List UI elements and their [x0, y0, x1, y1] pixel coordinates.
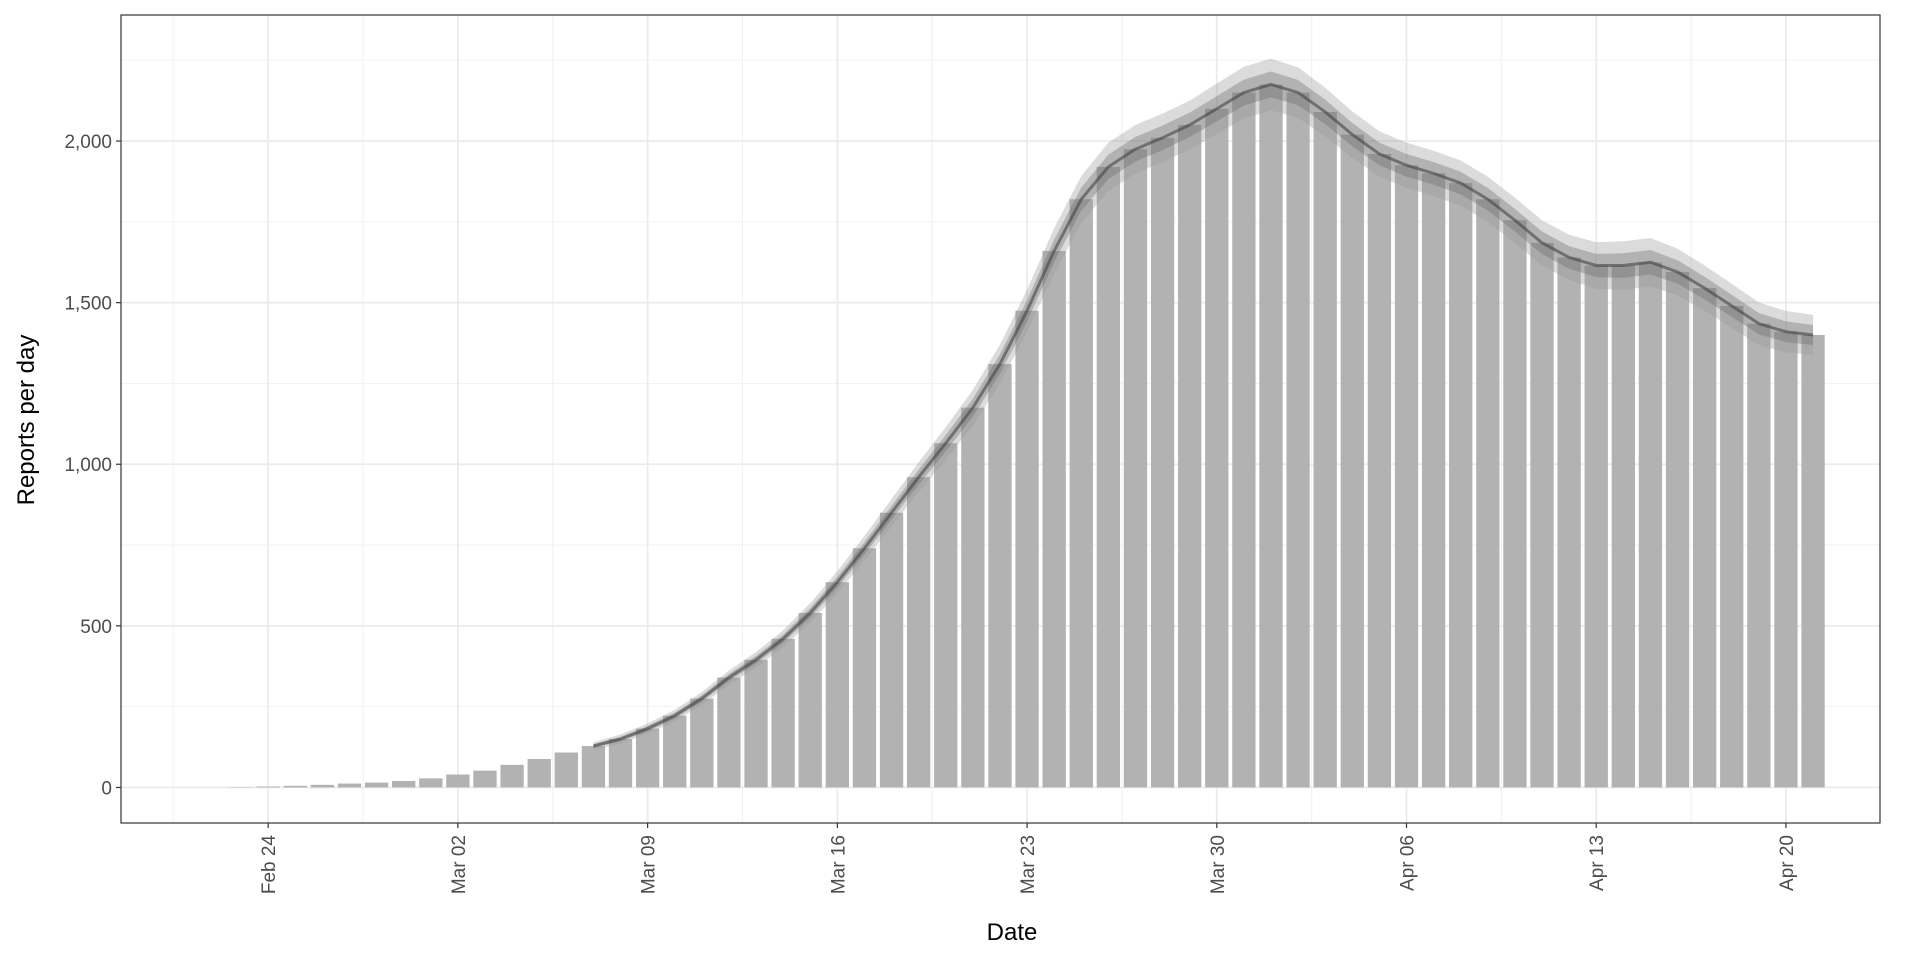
bar	[1150, 137, 1175, 788]
bar	[771, 638, 795, 788]
bar	[1421, 173, 1446, 788]
bar	[608, 738, 633, 788]
bar	[364, 782, 389, 788]
bar	[337, 783, 362, 788]
y-tick-label: 1,000	[64, 455, 112, 476]
x-tick-label: Mar 23	[1018, 835, 1039, 894]
bar	[635, 728, 660, 788]
bar	[392, 780, 416, 788]
x-tick-label: Mar 16	[828, 835, 849, 894]
x-tick-label: Mar 30	[1208, 835, 1229, 894]
bar	[1340, 134, 1364, 788]
bar	[1313, 111, 1337, 788]
bar	[1530, 242, 1554, 788]
bar	[1123, 149, 1148, 788]
bar	[1096, 166, 1121, 788]
panel-border	[120, 14, 1881, 824]
bar	[798, 612, 822, 788]
y-axis-title: Reports per day	[13, 335, 40, 506]
bar	[1449, 183, 1473, 788]
y-tick-label: 500	[80, 617, 112, 638]
median-line	[593, 82, 1814, 748]
bar	[500, 764, 524, 788]
bar	[446, 774, 470, 788]
bar	[1692, 288, 1717, 788]
bar	[554, 752, 578, 788]
bar	[1720, 305, 1744, 788]
bar	[310, 784, 335, 788]
bar	[1774, 331, 1798, 788]
bar	[1611, 265, 1635, 788]
bar	[852, 548, 877, 788]
y-tick-label: 2,000	[64, 132, 112, 153]
bar	[283, 785, 307, 788]
bar	[744, 659, 768, 788]
bar	[690, 698, 714, 788]
bar	[879, 512, 904, 788]
x-tick-label: Feb 24	[259, 835, 280, 895]
bar	[1747, 323, 1771, 788]
x-tick-label: Mar 02	[449, 835, 470, 894]
bar	[1638, 262, 1663, 788]
bar	[1503, 220, 1527, 788]
bar	[717, 677, 741, 788]
bar	[934, 443, 958, 788]
bar	[419, 778, 443, 788]
bar	[1665, 271, 1690, 788]
ribbon	[593, 58, 1814, 750]
x-tick-label: Apr 13	[1587, 835, 1608, 891]
bar	[1015, 310, 1039, 788]
y-tick-label: 1,500	[64, 294, 112, 315]
bar	[1069, 199, 1093, 788]
bar	[1205, 108, 1229, 788]
bar	[1178, 124, 1202, 788]
bar	[1584, 265, 1608, 788]
bar	[1259, 84, 1283, 788]
bar	[1394, 165, 1419, 788]
bar	[906, 477, 931, 788]
bar	[1286, 92, 1310, 788]
x-tick-label: Apr 20	[1777, 835, 1798, 891]
bar	[988, 364, 1012, 788]
bar	[581, 746, 606, 788]
bar	[1367, 153, 1392, 788]
x-axis-title: Date	[987, 919, 1038, 946]
x-tick-label: Apr 06	[1398, 835, 1419, 891]
bar	[527, 759, 551, 788]
bar	[473, 770, 497, 788]
bar	[256, 786, 280, 788]
bar	[1232, 92, 1256, 788]
bar	[1557, 257, 1581, 788]
bar	[1476, 199, 1500, 788]
bar	[961, 407, 985, 788]
x-tick-label: Mar 09	[639, 835, 660, 894]
bar	[663, 715, 687, 788]
y-tick-label: 0	[101, 778, 112, 799]
bar	[1042, 250, 1066, 788]
bar	[825, 582, 849, 788]
bar	[1801, 334, 1825, 788]
